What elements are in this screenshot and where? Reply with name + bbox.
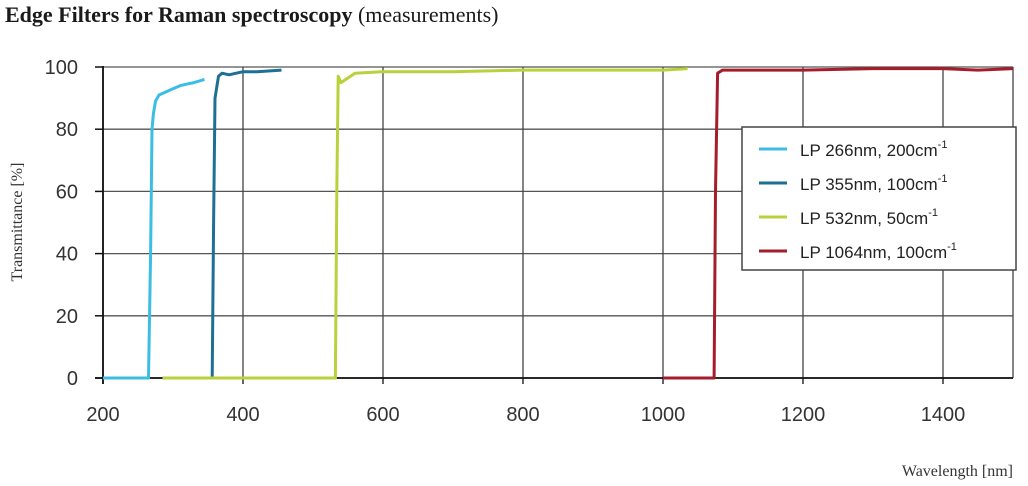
y-tick-label: 40 — [56, 244, 78, 266]
chart-title-subtitle: (measurements) — [357, 2, 499, 27]
y-axis-label: Transmittance [%] — [9, 163, 26, 282]
series-line-3 — [663, 67, 1014, 380]
legend-item-label: LP 532nm, 50cm-1 — [800, 207, 938, 228]
chart-title-bold: Edge Filters for Raman spectroscopy — [5, 2, 353, 27]
x-tick-label: 800 — [506, 404, 539, 426]
y-tick-label: 80 — [56, 119, 78, 141]
legend: LP 266nm, 200cm-1 LP 355nm, 100cm-1 LP 532… — [741, 126, 1017, 271]
y-tick-label: 100 — [45, 57, 78, 79]
legend-box — [741, 126, 1017, 271]
series-line-0 — [103, 77, 205, 380]
x-axis-label: Wavelength [nm] — [902, 463, 1013, 480]
x-tick-label: 1200 — [781, 404, 826, 426]
chart-title: Edge Filters for Raman spectroscopy (mea… — [5, 2, 498, 28]
y-tick-label: 20 — [56, 306, 78, 328]
series-line-1 — [180, 68, 282, 380]
x-tick-label: 400 — [226, 404, 259, 426]
data-series — [103, 67, 1014, 380]
legend-item-label: LP 266nm, 200cm-1 — [800, 139, 947, 160]
y-tick-label: 0 — [67, 368, 78, 390]
x-tick-label: 1400 — [921, 404, 966, 426]
legend-item-label: LP 355nm, 100cm-1 — [800, 173, 947, 194]
x-tick-label: 200 — [86, 404, 119, 426]
y-tick-label: 60 — [56, 181, 78, 203]
legend-item-label: LP 1064nm, 100cm-1 — [800, 241, 957, 262]
x-tick-label: 600 — [366, 404, 399, 426]
series-line-2 — [162, 67, 688, 380]
x-tick-label: 1000 — [641, 404, 686, 426]
tick-labels: 0 20 40 60 80 100 200 400 600 800 1000 1200 1400 — [45, 57, 966, 426]
